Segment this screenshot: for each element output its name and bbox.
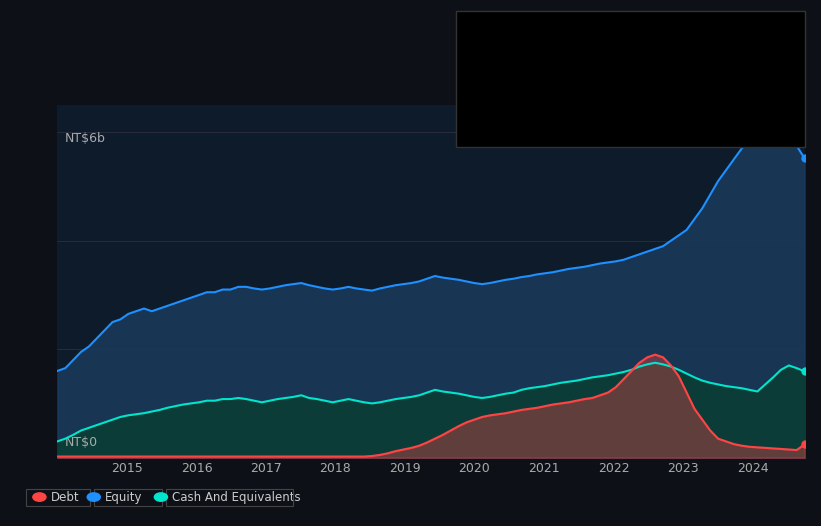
Text: NT$0: NT$0: [65, 437, 98, 450]
Text: NT$1.591b: NT$1.591b: [730, 118, 795, 132]
Text: Equity: Equity: [466, 78, 503, 91]
Text: Equity: Equity: [105, 491, 143, 503]
Text: Cash And Equivalents: Cash And Equivalents: [172, 491, 301, 503]
Text: NT$5.518b: NT$5.518b: [731, 78, 795, 91]
Text: Debt: Debt: [51, 491, 80, 503]
Text: NT$6b: NT$6b: [65, 133, 106, 145]
Text: Cash And Equivalents: Cash And Equivalents: [466, 118, 594, 132]
Text: Sep 30 2024: Sep 30 2024: [466, 26, 553, 39]
Text: 4.4% Debt/Equity Ratio: 4.4% Debt/Equity Ratio: [665, 95, 795, 105]
Text: Debt: Debt: [466, 50, 494, 63]
Text: NT$243.635m: NT$243.635m: [711, 50, 795, 63]
